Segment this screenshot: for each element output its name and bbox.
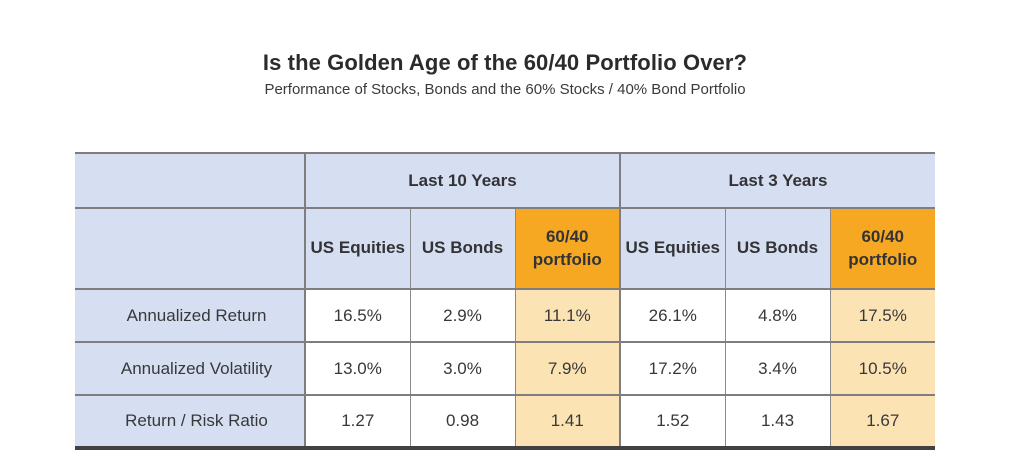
table-cell: 10.5%: [829, 341, 935, 396]
col-header-us-bonds-10y: US Bonds: [409, 207, 516, 290]
group-header-last-10-years: Last 10 Years: [304, 152, 621, 209]
table-cell: 1.41: [514, 394, 621, 450]
table-cell: 0.98: [409, 394, 516, 450]
corner-cell-bottom: [75, 207, 306, 290]
table-cell: 1.43: [724, 394, 831, 450]
row-label: Annualized Volatility: [75, 341, 306, 396]
table-cell: 11.1%: [514, 288, 621, 343]
col-header-us-equities-3y: US Equities: [619, 207, 726, 290]
page-title: Is the Golden Age of the 60/40 Portfolio…: [262, 50, 748, 75]
row-label: Annualized Return: [75, 288, 306, 343]
title-block: Is the Golden Age of the 60/40 Portfolio…: [0, 0, 1010, 98]
group-header-last-3-years: Last 3 Years: [619, 152, 935, 209]
table-row-annualized-volatility: Annualized Volatility 13.0% 3.0% 7.9% 17…: [75, 341, 935, 396]
col-header-us-bonds-3y: US Bonds: [724, 207, 831, 290]
page-subtitle: Performance of Stocks, Bonds and the 60%…: [264, 81, 746, 98]
col-header-us-equities-10y: US Equities: [304, 207, 411, 290]
table-cell: 2.9%: [409, 288, 516, 343]
row-label: Return / Risk Ratio: [75, 394, 306, 450]
performance-table: Last 10 Years Last 3 Years US Equities U…: [75, 152, 935, 450]
table-cell: 26.1%: [619, 288, 726, 343]
table-cell: 1.27: [304, 394, 411, 450]
table-cell: 16.5%: [304, 288, 411, 343]
table-cell: 1.67: [829, 394, 935, 450]
group-header-row: Last 10 Years Last 3 Years: [75, 152, 935, 209]
col-header-6040-portfolio-10y: 60/40 portfolio: [514, 207, 621, 290]
table-cell: 3.0%: [409, 341, 516, 396]
corner-cell-top: [75, 152, 306, 209]
table-cell: 4.8%: [724, 288, 831, 343]
table-row-return-risk-ratio: Return / Risk Ratio 1.27 0.98 1.41 1.52 …: [75, 394, 935, 450]
table-cell: 13.0%: [304, 341, 411, 396]
column-header-row: US Equities US Bonds 60/40 portfolio US …: [75, 207, 935, 290]
table-cell: 3.4%: [724, 341, 831, 396]
table-cell: 7.9%: [514, 341, 621, 396]
table-cell: 1.52: [619, 394, 726, 450]
table-cell: 17.5%: [829, 288, 935, 343]
table-row-annualized-return: Annualized Return 16.5% 2.9% 11.1% 26.1%…: [75, 288, 935, 343]
col-header-6040-portfolio-3y: 60/40 portfolio: [829, 207, 935, 290]
table-cell: 17.2%: [619, 341, 726, 396]
